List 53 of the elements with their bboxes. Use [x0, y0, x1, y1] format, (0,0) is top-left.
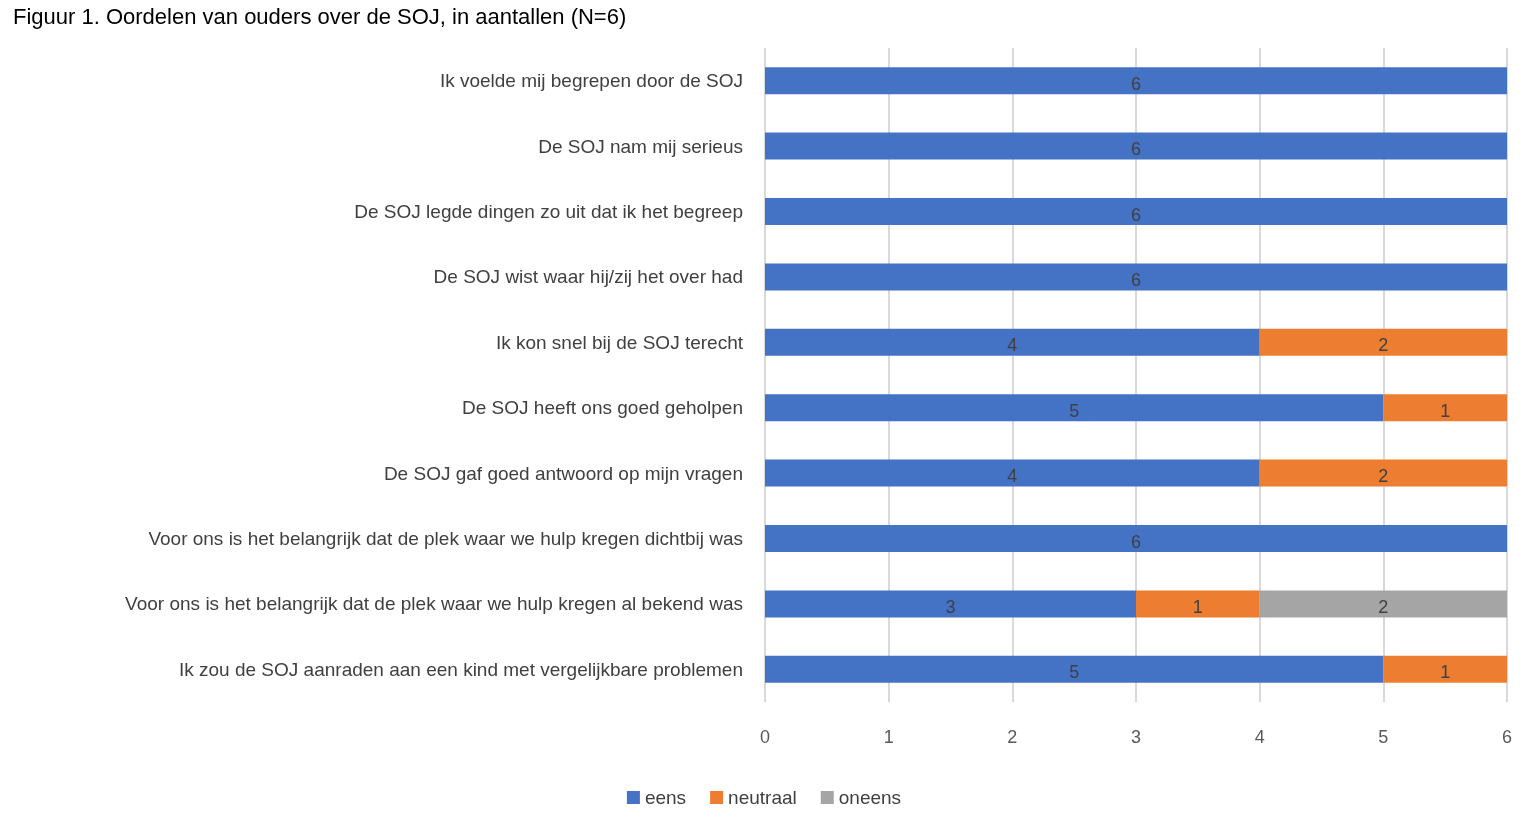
bar: [765, 198, 1507, 225]
data-label: 6: [1130, 204, 1142, 225]
data-label: 2: [1378, 335, 1389, 356]
data-label: 4: [1007, 335, 1018, 356]
data-label: 2: [1378, 596, 1389, 617]
bar: [765, 328, 1260, 356]
x-tick-label: 3: [1130, 727, 1142, 747]
bar: [765, 132, 1507, 160]
data-label: 6: [1130, 269, 1142, 290]
legend-label: neutraal: [728, 787, 797, 808]
bar: [765, 263, 1507, 291]
y-tick-label: De SOJ nam mij serieus: [538, 135, 743, 157]
data-label: 5: [1069, 400, 1080, 421]
bar: [1383, 394, 1507, 422]
y-tick-label: Voor ons is het belangrijk dat de plek waar we hulp kregen al bekend was: [125, 593, 743, 615]
y-tick-label: De SOJ legde dingen zo uit dat ik het begreep: [354, 201, 743, 222]
bar: [765, 459, 1260, 487]
y-tick-label: Ik zou de SOJ aanraden aan een kind met vergelijkbare problemen: [178, 658, 743, 680]
bar: [1259, 328, 1507, 356]
bar: [765, 67, 1507, 95]
data-label: 1: [1440, 400, 1451, 421]
data-label: 6: [1130, 139, 1142, 160]
x-tick-label: 2: [1007, 727, 1018, 747]
bar: [765, 590, 1136, 618]
y-tick-label: De SOJ wist waar hij/zij het over had: [433, 266, 743, 288]
y-tick-label: Ik voelde mij begrepen door de SOJ: [439, 70, 743, 92]
bar: [765, 525, 1507, 552]
data-label: 4: [1007, 466, 1018, 487]
text: Figuur 1. Oordelen van ouders over de SOJ, in aantallen (N=6): [13, 3, 627, 29]
legend-label: eens: [644, 787, 687, 808]
y-tick-label: De SOJ heeft ons goed geholpen: [462, 397, 743, 419]
bar: [1383, 655, 1507, 683]
x-tick-label: 1: [883, 727, 894, 747]
y-tick-label: Ik kon snel bij de SOJ terecht: [495, 331, 744, 353]
x-tick-label: 6: [1501, 727, 1513, 747]
y-tick-label: De SOJ gaf goed antwoord op mijn vragen: [383, 462, 743, 484]
bar: [765, 394, 1384, 422]
bar: [765, 655, 1384, 683]
data-label: 3: [945, 596, 956, 617]
bar: [1136, 590, 1260, 618]
data-label: 6: [1130, 531, 1142, 552]
data-label: 6: [1130, 73, 1142, 94]
bar: [1259, 459, 1507, 487]
legend-label: oneens: [838, 787, 902, 808]
x-tick-label: 4: [1254, 727, 1265, 747]
data-label: 1: [1440, 662, 1451, 683]
y-tick-label: Voor ons is het belangrijk dat de plek waar we hulp kregen dichtbij was: [148, 528, 743, 549]
x-tick-label: 0: [759, 727, 771, 747]
data-label: 1: [1192, 596, 1203, 617]
data-label: 2: [1378, 466, 1389, 487]
x-tick-label: 5: [1378, 727, 1389, 747]
bar: [1259, 590, 1507, 618]
data-label: 5: [1069, 662, 1080, 683]
